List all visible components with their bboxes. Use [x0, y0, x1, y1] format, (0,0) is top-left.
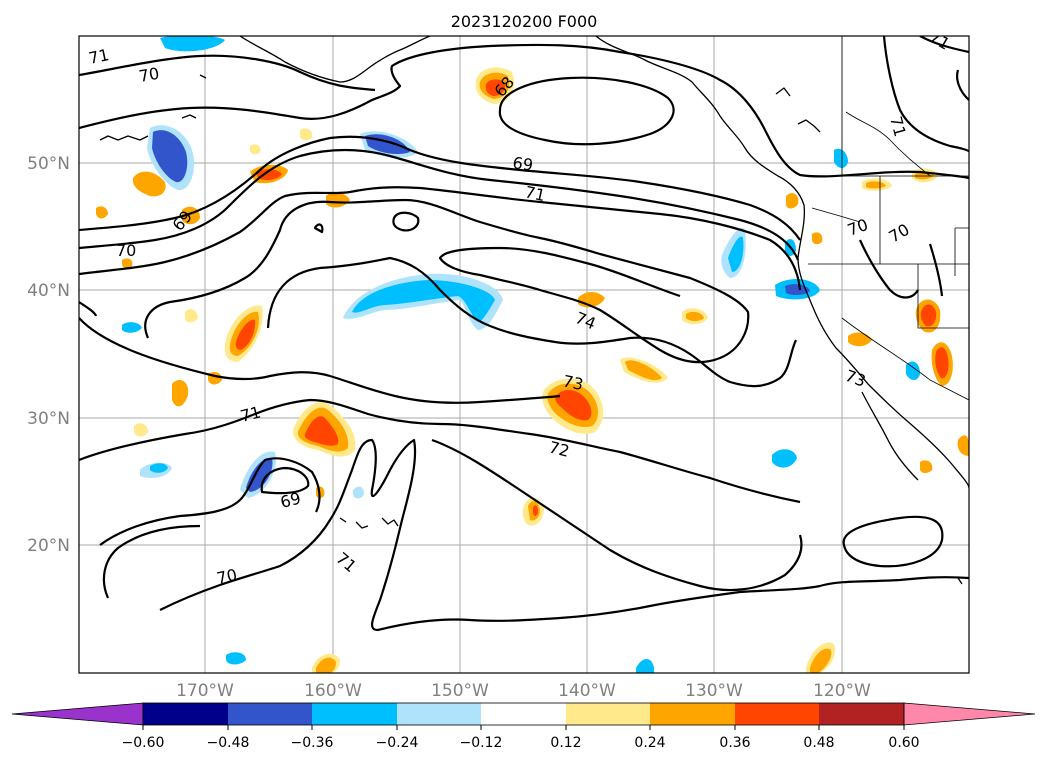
- colorbar: −0.60 −0.48 −0.36 −0.24 −0.12 0.12 0.24 …: [11, 702, 1036, 751]
- colorbar-segment: [143, 703, 228, 725]
- colorbar-tick-label: 0.12: [550, 735, 581, 751]
- shaded-anomalies: [96, 36, 969, 673]
- colorbar-tick-label: 0.60: [888, 735, 919, 751]
- colorbar-tick-label: −0.48: [207, 735, 250, 751]
- contours: [79, 36, 969, 632]
- contour-label: 71: [238, 403, 262, 426]
- lat-label-50n: 50°N: [27, 154, 70, 174]
- colorbar-segment: [481, 703, 566, 725]
- lon-label-130w: 130°W: [685, 681, 743, 701]
- colorbar-tick-label: 0.24: [634, 735, 665, 751]
- lon-label-160w: 160°W: [304, 681, 362, 701]
- colorbar-extend-low: [11, 702, 144, 726]
- political-borders: [808, 36, 969, 401]
- colorbar-ticks: [142, 725, 905, 730]
- lat-label-40n: 40°N: [27, 281, 70, 301]
- colorbar-segment: [312, 703, 397, 725]
- lon-label-140w: 140°W: [558, 681, 616, 701]
- contour-label: 70: [215, 565, 239, 588]
- contour-label: 71: [87, 45, 111, 68]
- colorbar-extend-high: [903, 702, 1036, 726]
- contour-label: 73: [561, 371, 585, 394]
- contour-label: 70: [116, 241, 136, 260]
- colorbar-frame: [142, 702, 905, 726]
- lat-labels: 50°N 40°N 30°N 20°N: [27, 154, 70, 556]
- coastlines: [99, 36, 969, 585]
- contour-label: 71: [886, 114, 910, 139]
- colorbar-tick-label: −0.12: [460, 735, 503, 751]
- contour-labels: 71 70 70 68 69 71 69 70 70 71 74 73 73 7…: [87, 36, 953, 588]
- contour-label: 69: [511, 153, 534, 175]
- lon-labels: 170°W 160°W 150°W 140°W 130°W 120°W: [176, 681, 871, 701]
- colorbar-segment: [650, 703, 735, 725]
- lon-label-120w: 120°W: [813, 681, 871, 701]
- colorbar-tick-label: −0.24: [376, 735, 419, 751]
- colorbar-segment: [228, 703, 312, 725]
- lat-label-20n: 20°N: [27, 536, 70, 556]
- colorbar-tick-label: −0.36: [291, 735, 334, 751]
- lon-label-150w: 150°W: [431, 681, 489, 701]
- contour-label: 70: [137, 64, 160, 86]
- contour-label: 71: [523, 182, 547, 205]
- colorbar-segment: [819, 703, 904, 725]
- map-background: [79, 36, 969, 673]
- contour-label: 72: [547, 437, 571, 460]
- map-frame: [78, 35, 970, 674]
- map-title: 2023120200 F000: [451, 12, 598, 31]
- colorbar-tick-label: 0.48: [803, 735, 834, 751]
- lon-label-170w: 170°W: [176, 681, 234, 701]
- colorbar-segment: [397, 703, 481, 725]
- lat-label-30n: 30°N: [27, 409, 70, 429]
- colorbar-segment: [566, 703, 650, 725]
- contour-label: 69: [278, 489, 302, 512]
- colorbar-segment: [735, 703, 819, 725]
- colorbar-tick-label: 0.36: [719, 735, 750, 751]
- colorbar-tick-label: −0.60: [122, 735, 165, 751]
